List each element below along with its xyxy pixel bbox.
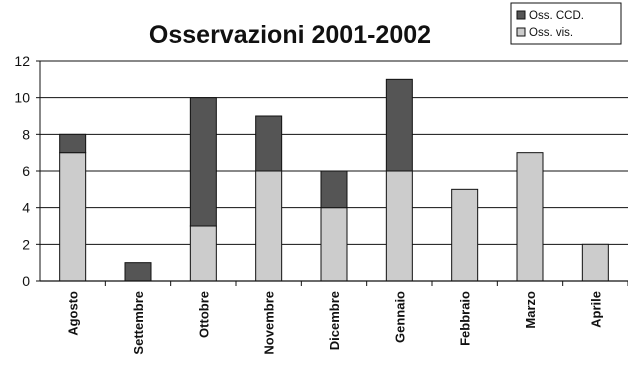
bar-oss-vis-ottobre — [189, 225, 217, 282]
legend-swatch-oss-vis — [516, 27, 526, 37]
y-axis: 0 2 4 6 8 10 12 — [14, 53, 41, 289]
legend-label-oss-ccd: Oss. CCD. — [529, 10, 584, 22]
y-tick-label-8: 8 — [22, 126, 30, 142]
chart-title: Osservazioni 2001-2002 — [149, 21, 431, 49]
x-tick-label-gennaio: Gennaio — [392, 291, 407, 343]
x-tick-label-marzo: Marzo — [523, 291, 538, 329]
legend: Oss. CCD. Oss. vis. — [510, 2, 622, 45]
y-tick-label-4: 4 — [22, 200, 30, 216]
x-tick-label-aprile: Aprile — [588, 291, 603, 328]
y-tick-label-10: 10 — [14, 90, 30, 106]
bar-oss-ccd-gennaio — [385, 78, 413, 172]
y-tick-label-2: 2 — [22, 236, 30, 252]
bar-oss-ccd-ottobre — [189, 97, 217, 227]
bar-oss-vis-dicembre — [320, 207, 348, 282]
x-axis: Agosto Settembre Ottobre Novembre Dicembre Ge… — [40, 280, 628, 355]
bars — [59, 78, 609, 282]
bar-oss-vis-marzo — [516, 152, 544, 282]
y-tick-label-12: 12 — [14, 53, 30, 69]
bar-oss-ccd-dicembre — [320, 170, 348, 209]
legend-swatch-oss-ccd — [516, 10, 526, 20]
y-tick-label-0: 0 — [22, 273, 30, 289]
bar-oss-vis-febbraio — [451, 188, 479, 282]
bar-oss-vis-aprile — [581, 243, 609, 282]
x-tick-label-novembre: Novembre — [262, 291, 277, 355]
bar-oss-vis-novembre — [255, 170, 283, 282]
bar-oss-vis-gennaio — [385, 170, 413, 282]
bar-oss-ccd-agosto — [59, 133, 87, 154]
x-tick-label-agosto: Agosto — [66, 291, 81, 336]
bar-oss-vis-agosto — [59, 152, 87, 282]
legend-box — [510, 2, 622, 45]
bar-oss-ccd-settembre — [124, 262, 152, 282]
x-tick-label-dicembre: Dicembre — [327, 291, 342, 350]
y-tick-label-6: 6 — [22, 163, 30, 179]
x-tick-label-ottobre: Ottobre — [196, 291, 211, 338]
bar-oss-ccd-novembre — [255, 115, 283, 172]
x-tick-label-settembre: Settembre — [131, 291, 146, 355]
x-tick-label-febbraio: Febbraio — [458, 291, 473, 346]
legend-label-oss-vis: Oss. vis. — [529, 27, 573, 39]
